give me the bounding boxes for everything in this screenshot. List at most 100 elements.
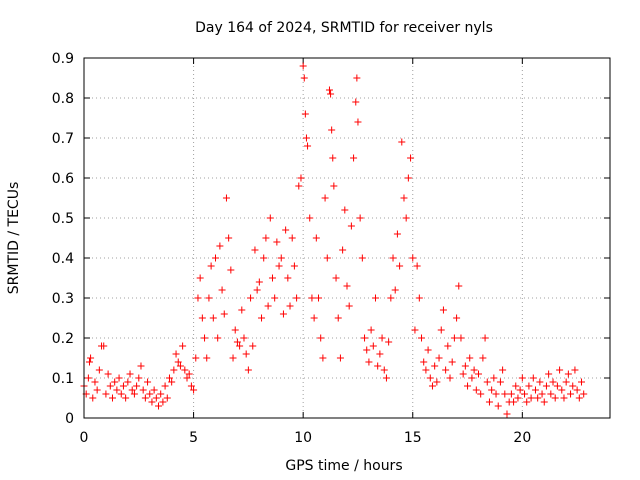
data-point [562,378,570,386]
data-point [472,386,480,394]
data-point [455,282,463,290]
data-point [300,74,308,82]
data-point [336,354,344,362]
data-point [580,390,588,398]
data-point [216,242,224,250]
data-point [130,390,138,398]
data-point [525,382,533,390]
data-point [165,374,173,382]
data-point [514,394,522,402]
data-point [468,374,476,382]
data-point [319,354,327,362]
data-point [176,362,184,370]
data-point [457,334,465,342]
data-point [229,354,237,362]
data-point [512,382,520,390]
data-point [385,338,393,346]
data-point [194,294,202,302]
data-point [578,378,586,386]
y-tick-label: 0.6 [52,171,74,187]
data-point [549,378,557,386]
data-point [159,398,167,406]
data-point [85,358,93,366]
x-tick-label: 0 [80,430,89,446]
data-point [354,118,362,126]
data-point [89,394,97,402]
data-point [461,362,469,370]
data-point [466,354,474,362]
data-point [327,90,335,98]
data-point [122,394,130,402]
data-point [367,326,375,334]
data-point [409,254,417,262]
x-tick-label: 20 [513,430,531,446]
data-point [323,254,331,262]
data-point [547,390,555,398]
x-tick-label: 5 [189,430,198,446]
data-point [402,214,410,222]
data-point [450,334,458,342]
data-point [93,386,101,394]
data-point [575,394,583,402]
data-point [227,266,235,274]
data-point [192,354,200,362]
data-point [247,294,255,302]
data-point [374,362,382,370]
data-point [113,386,121,394]
data-point [483,378,491,386]
data-point [293,294,301,302]
data-point [255,278,263,286]
data-point [84,374,92,382]
data-point [190,386,198,394]
data-point [492,390,500,398]
y-tick-label: 0.5 [52,211,74,227]
data-point [353,74,361,82]
data-point [128,386,136,394]
data-point [155,402,163,410]
data-point [124,378,132,386]
data-point [488,386,496,394]
data-point [117,390,125,398]
data-point [251,246,259,254]
data-point [345,302,353,310]
data-point [553,382,561,390]
data-point [453,314,461,322]
data-point [341,206,349,214]
y-tick-label: 0.4 [52,251,74,267]
data-point [308,294,316,302]
data-point [306,214,314,222]
data-point [102,390,110,398]
data-point [275,262,283,270]
data-point [407,154,415,162]
data-point [146,390,154,398]
data-point [108,394,116,402]
data-point [369,342,377,350]
data-point [431,362,439,370]
data-point [371,294,379,302]
data-point [174,358,182,366]
data-point [302,134,310,142]
data-point [330,182,338,190]
data-point [179,342,187,350]
data-point [325,86,333,94]
data-point [418,334,426,342]
data-point [358,254,366,262]
data-point [328,126,336,134]
data-point [233,338,241,346]
data-point [244,366,252,374]
data-point [225,234,233,242]
data-point [350,154,358,162]
data-point [558,386,566,394]
data-point [207,262,215,270]
data-point [115,374,123,382]
data-point [126,370,134,378]
data-point [446,374,454,382]
data-point [104,370,112,378]
data-point [444,342,452,350]
data-point [205,294,213,302]
data-point [87,354,95,362]
data-point [411,326,419,334]
data-point [286,302,294,310]
data-point [317,334,325,342]
